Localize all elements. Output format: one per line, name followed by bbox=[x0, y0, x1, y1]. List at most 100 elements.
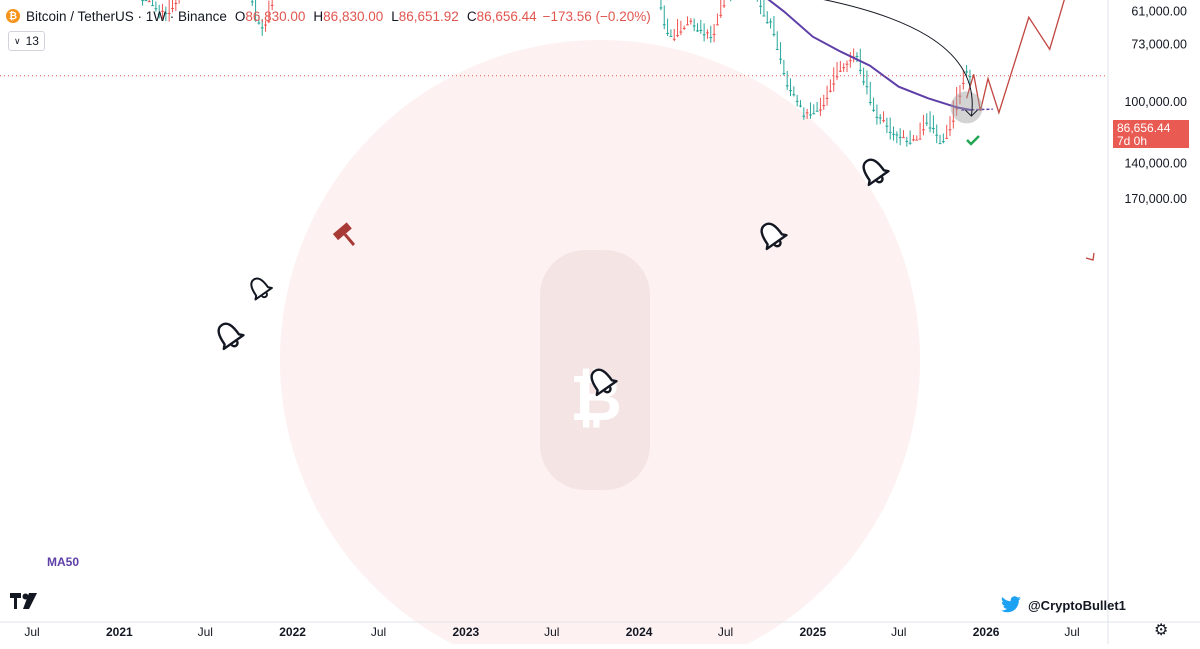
candle-body bbox=[799, 105, 802, 107]
gavel-icon bbox=[332, 222, 356, 246]
candle bbox=[898, 128, 902, 146]
candle bbox=[938, 134, 942, 145]
bar-countdown: 7d 0h bbox=[1117, 134, 1148, 148]
candle bbox=[157, 4, 161, 19]
candle-body bbox=[925, 122, 929, 124]
candle-body bbox=[795, 100, 799, 102]
author-handle[interactable]: @CryptoBullet1 bbox=[1000, 596, 1126, 614]
candle bbox=[171, 0, 174, 13]
candle bbox=[912, 135, 915, 142]
bell-icon bbox=[862, 158, 890, 187]
candle-body bbox=[147, 1, 151, 3]
candle bbox=[775, 31, 779, 51]
candle bbox=[779, 42, 782, 65]
candle-body bbox=[689, 20, 693, 22]
candle-body bbox=[868, 101, 872, 103]
candle-body bbox=[682, 27, 686, 29]
candle bbox=[945, 124, 949, 139]
candle bbox=[756, 0, 758, 2]
candle-body bbox=[931, 128, 935, 130]
tradingview-logo[interactable] bbox=[10, 592, 40, 615]
candle-body bbox=[716, 24, 719, 26]
y-tick-label: 170,000.00 bbox=[1124, 192, 1187, 206]
candle bbox=[905, 136, 909, 147]
projection-path bbox=[965, 0, 1065, 115]
candle bbox=[730, 0, 732, 2]
x-tick-label: 2022 bbox=[279, 625, 306, 639]
candle-body bbox=[782, 73, 786, 75]
candle bbox=[257, 14, 261, 25]
candle bbox=[679, 20, 683, 36]
symbol-title[interactable]: Bitcoin / TetherUS · 1W · Binance bbox=[26, 8, 227, 24]
candle-body bbox=[805, 112, 809, 114]
candle-body bbox=[858, 69, 862, 71]
change-value: −173.56 (−0.20%) bbox=[542, 8, 651, 24]
candle bbox=[706, 29, 709, 39]
candle bbox=[845, 60, 849, 73]
candle bbox=[250, 0, 254, 7]
candle-body bbox=[144, 0, 148, 2]
candle-body bbox=[961, 82, 965, 84]
candle bbox=[955, 87, 959, 116]
bell-clapper bbox=[875, 176, 884, 184]
candle bbox=[865, 70, 869, 95]
x-tick-label: Jul bbox=[371, 625, 386, 639]
candle bbox=[922, 114, 925, 136]
y-tick-label: 140,000.00 bbox=[1124, 157, 1187, 171]
candle bbox=[719, 0, 723, 18]
candle bbox=[951, 100, 955, 129]
candle bbox=[699, 19, 703, 34]
candle-body bbox=[912, 139, 915, 141]
chevron-down-icon: ∨ bbox=[14, 35, 21, 46]
candle bbox=[931, 115, 935, 134]
candle-body bbox=[779, 58, 782, 60]
x-tick-label: 2025 bbox=[799, 625, 826, 639]
candle-body bbox=[838, 70, 842, 72]
candle bbox=[659, 0, 663, 11]
candle bbox=[802, 107, 806, 120]
candle-body bbox=[848, 60, 852, 62]
candle-body bbox=[832, 83, 836, 85]
bell-body bbox=[760, 222, 788, 251]
candle bbox=[669, 29, 673, 38]
candle-body bbox=[928, 127, 932, 129]
x-tick-label: 2023 bbox=[452, 625, 479, 639]
candle bbox=[895, 131, 899, 144]
candle bbox=[161, 3, 164, 19]
candle-body bbox=[902, 137, 905, 139]
candle-body bbox=[965, 71, 969, 73]
indicator-toggle[interactable]: ∨ 13 bbox=[8, 31, 45, 51]
candle bbox=[167, 0, 171, 22]
low-label: L bbox=[391, 8, 399, 24]
candle bbox=[965, 65, 969, 77]
candle bbox=[805, 108, 809, 119]
candle-body bbox=[759, 5, 763, 7]
x-tick-label: 2024 bbox=[626, 625, 653, 639]
candle-body bbox=[922, 129, 925, 131]
candle-body bbox=[888, 131, 892, 133]
candle-body bbox=[785, 85, 789, 87]
settings-gear-icon[interactable]: ⚙ bbox=[1154, 622, 1169, 639]
candle bbox=[716, 13, 719, 26]
candle-body bbox=[915, 139, 919, 141]
candle-body bbox=[264, 24, 267, 26]
candle bbox=[882, 111, 885, 123]
candle-body bbox=[666, 32, 669, 34]
x-tick-label: Jul bbox=[544, 625, 559, 639]
candle-body bbox=[719, 14, 723, 16]
candle-body bbox=[905, 140, 909, 142]
projection-arrowhead bbox=[1085, 252, 1095, 261]
candle bbox=[709, 25, 713, 43]
bell-body bbox=[250, 277, 273, 301]
candle bbox=[852, 48, 856, 63]
x-tick-label: Jul bbox=[1064, 625, 1079, 639]
candle-body bbox=[968, 76, 972, 78]
candle bbox=[885, 117, 889, 134]
x-tick-label: Jul bbox=[718, 625, 733, 639]
candle bbox=[772, 16, 776, 37]
candle bbox=[918, 122, 922, 140]
candle bbox=[948, 116, 952, 137]
candle bbox=[832, 67, 836, 92]
open-value: 86,830.00 bbox=[245, 8, 306, 24]
